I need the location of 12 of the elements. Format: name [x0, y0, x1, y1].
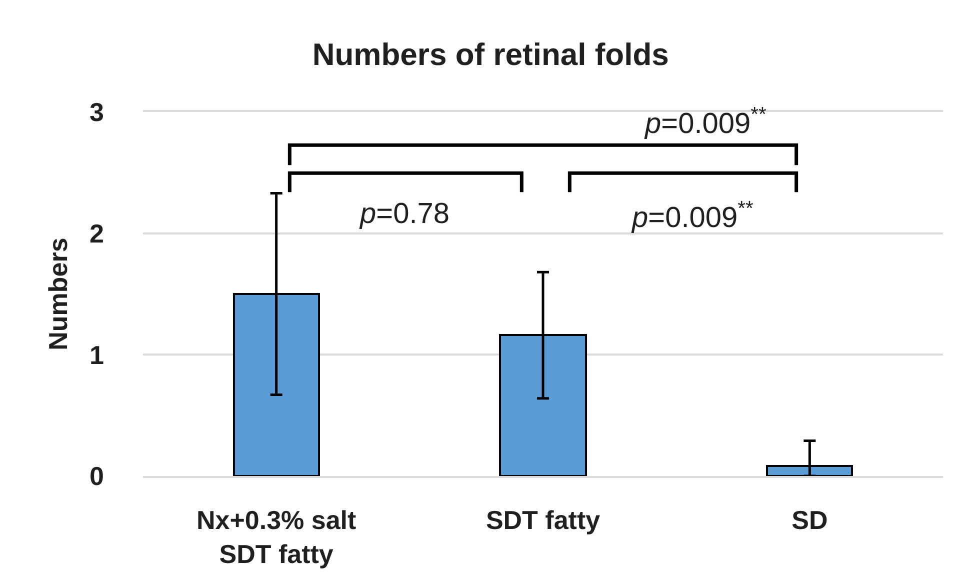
x-tick-label: Nx+0.3% salt SDT fatty — [196, 504, 357, 569]
x-tick-label: SD — [792, 504, 828, 535]
y-tick-label: 3 — [90, 97, 104, 128]
x-tick-label: SDT fatty — [486, 504, 601, 535]
y-axis-title: Numbers — [42, 238, 73, 350]
annotation: p=0.78 — [359, 198, 450, 230]
annotation: p=0.009$^{**}$ — [644, 104, 767, 140]
y-tick-label: 1 — [90, 340, 104, 370]
y-tick-label: 2 — [90, 218, 104, 248]
chart-title: Numbers of retinal folds — [312, 36, 669, 72]
y-tick-label: 0 — [90, 461, 104, 492]
annotation: p=0.009$^{**}$ — [631, 198, 754, 234]
